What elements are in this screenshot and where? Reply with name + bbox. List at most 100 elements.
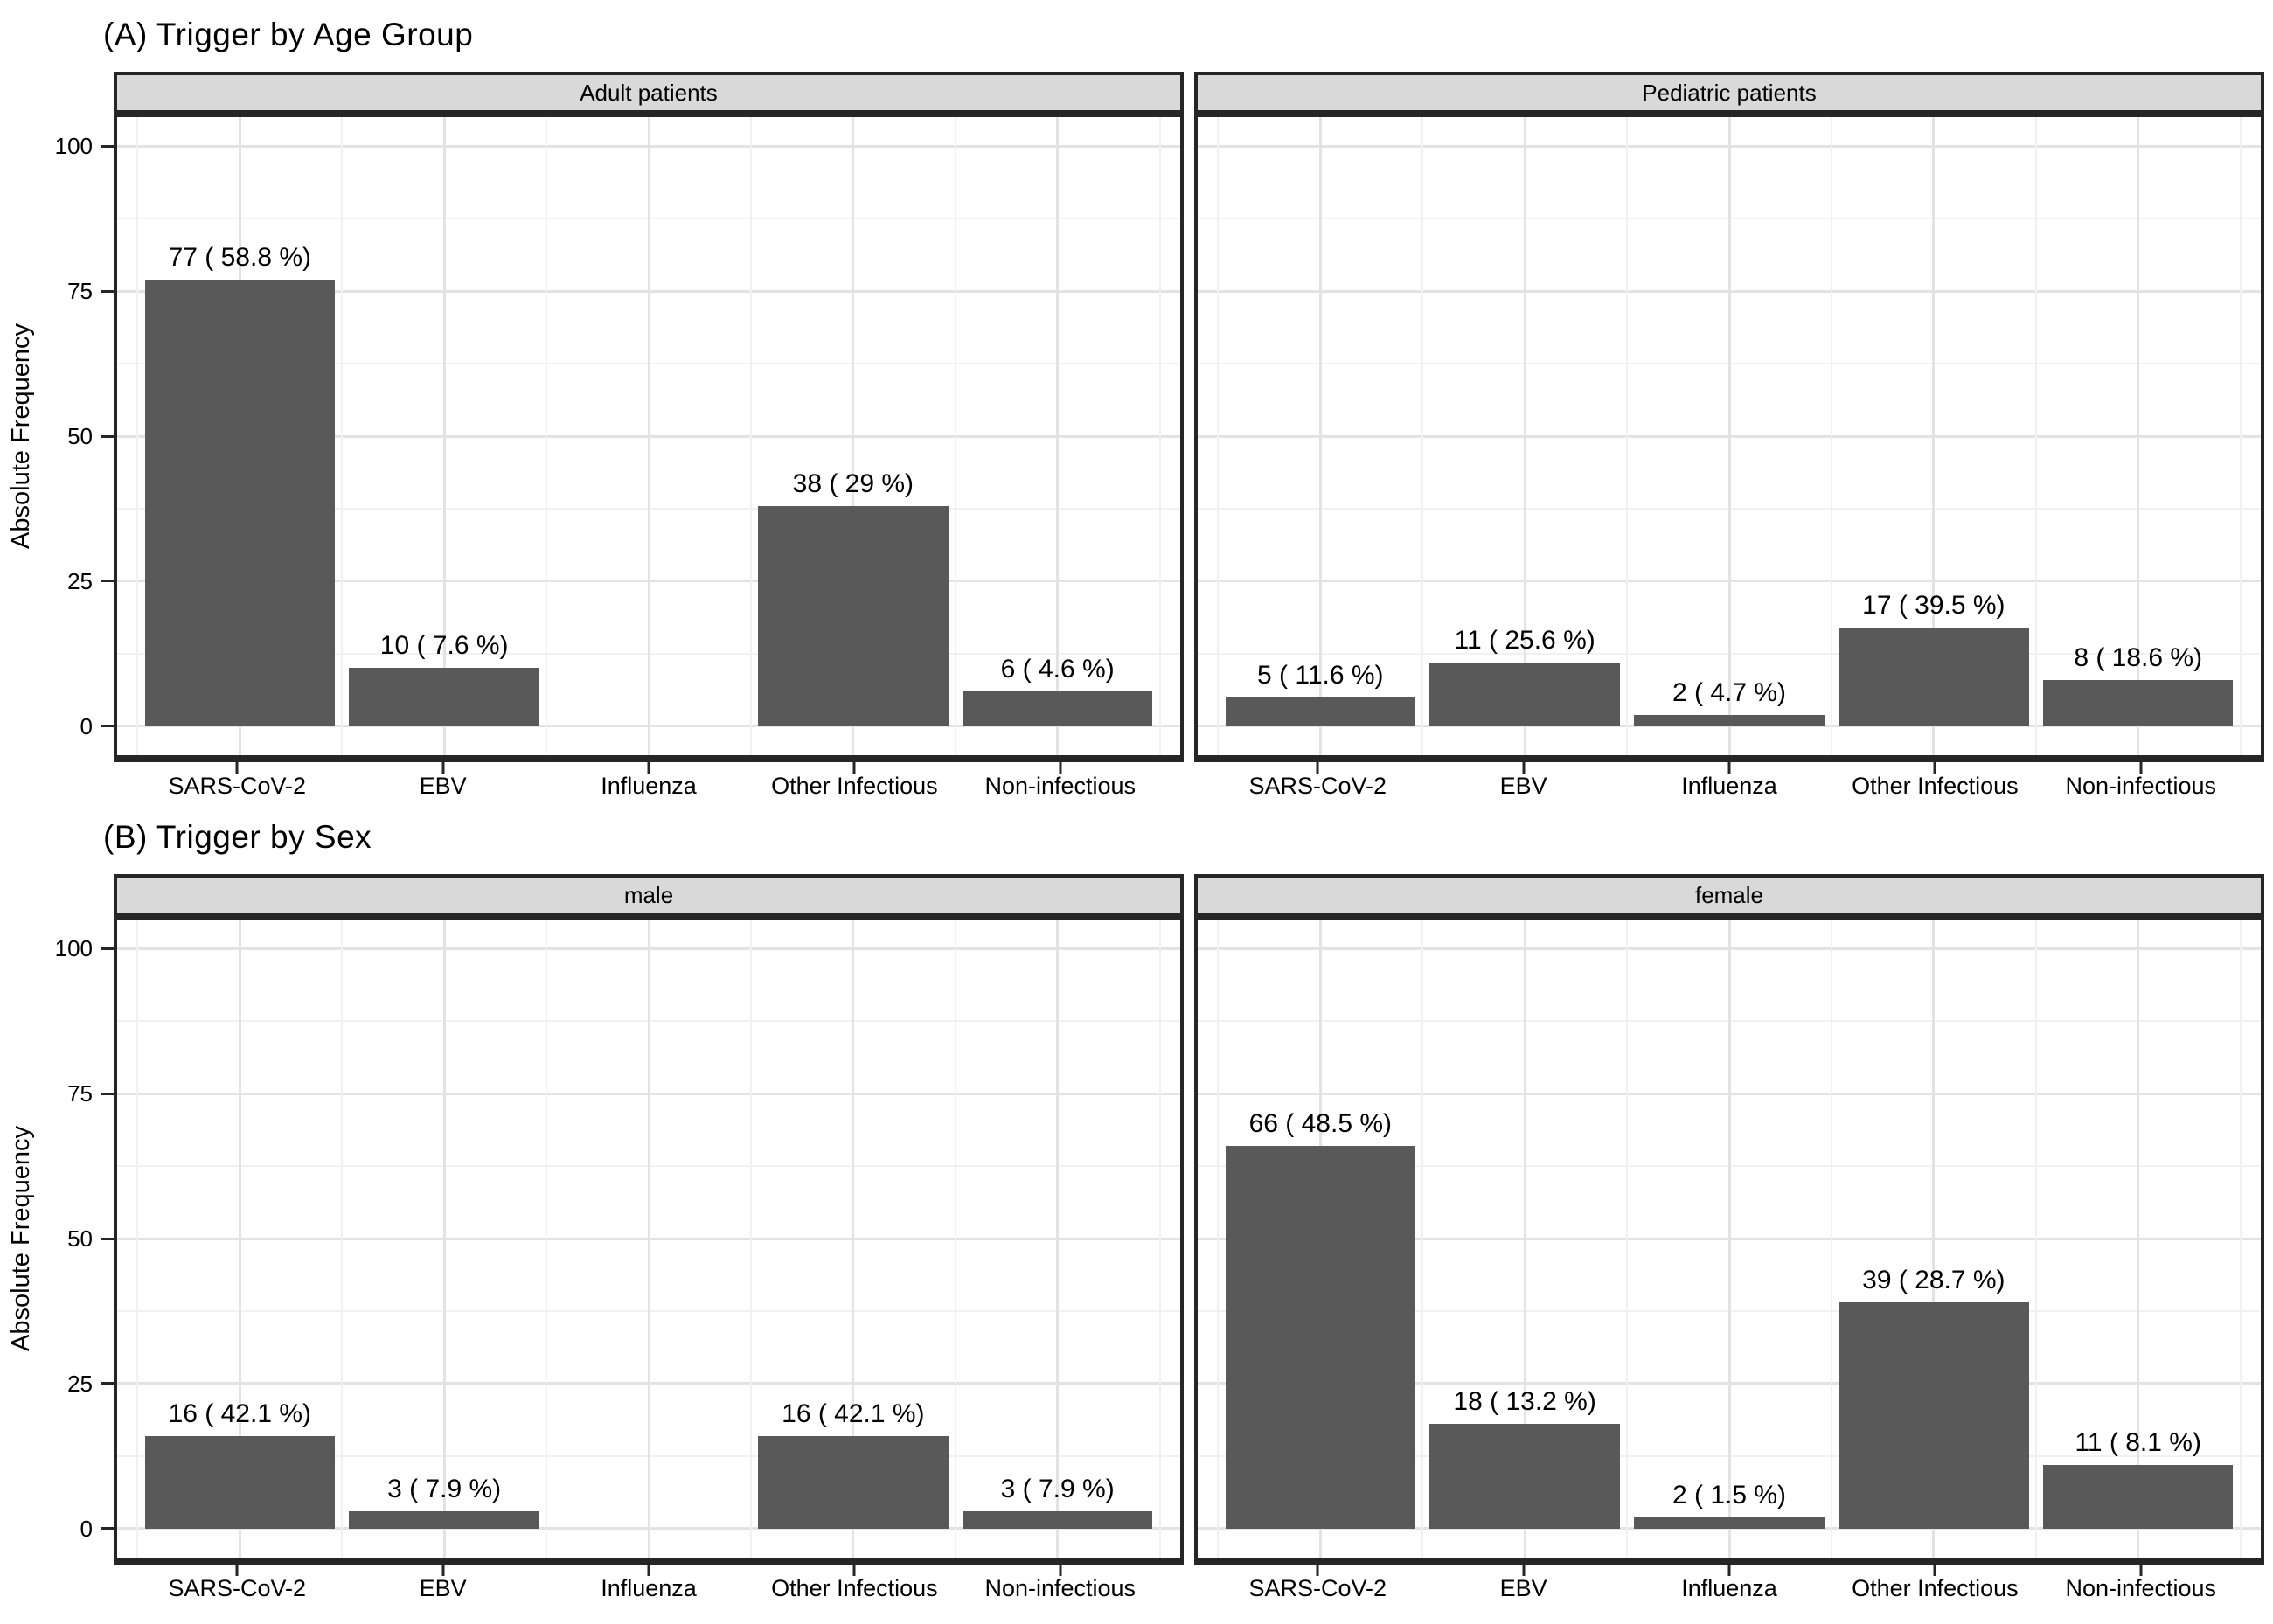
gridline-major-v bbox=[1523, 920, 1526, 1558]
x-axis-tick bbox=[235, 762, 239, 774]
gridline-minor-v bbox=[1626, 920, 1629, 1558]
x-axis-tick bbox=[1933, 1565, 1936, 1576]
x-axis-tick-label: Other Infectious bbox=[1852, 1575, 2019, 1601]
facet-adult-patients: Adult patients 77 ( 58.8 %) 10 ( 7.6 %) 38… bbox=[114, 72, 1184, 799]
bar-value-label: 10 ( 7.6 %) bbox=[379, 631, 509, 661]
x-axis-tick bbox=[1316, 1565, 1319, 1576]
x-axis-tick bbox=[1059, 1565, 1062, 1576]
bar-ebv bbox=[349, 1510, 539, 1529]
gridline-major-v bbox=[442, 920, 446, 1558]
x-axis-tick bbox=[1727, 762, 1731, 774]
bar-value-label: 6 ( 4.6 %) bbox=[1000, 655, 1115, 684]
gridline-minor-v bbox=[341, 117, 344, 755]
x-axis-tick bbox=[1059, 762, 1062, 774]
x-axis-tick-label: SARS-CoV-2 bbox=[1248, 1575, 1387, 1601]
y-axis-tick-label: 100 bbox=[54, 935, 93, 962]
gridline-minor-v bbox=[136, 920, 139, 1558]
x-axis-tick-label: Non-infectious bbox=[2065, 773, 2217, 799]
y-axis-title-a: Absolute Frequency bbox=[6, 323, 35, 549]
gridline-minor-v bbox=[2239, 117, 2242, 755]
bar-sars-cov-2 bbox=[144, 279, 336, 726]
gridline-major-v bbox=[1056, 920, 1060, 1558]
x-axis-tick-label: Influenza bbox=[1681, 1575, 1777, 1601]
plot-panel-male: 16 ( 42.1 %) 3 ( 7.9 %) 16 ( 42.1 %) 3 ( 7.… bbox=[114, 920, 1184, 1565]
x-axis-male: SARS-CoV-2 EBV Influenza Other Infectious No… bbox=[114, 1565, 1184, 1600]
x-axis-pediatric-patients: SARS-CoV-2 EBV Influenza Other Infectious No… bbox=[1194, 762, 2264, 799]
gridline-major-v bbox=[2137, 117, 2140, 755]
section-trigger-by-age-group: (A) Trigger by Age Group Absolute Freque… bbox=[0, 12, 2273, 799]
x-axis-tick bbox=[1316, 762, 1319, 774]
bar-value-label: 17 ( 39.5 %) bbox=[1862, 591, 2005, 620]
bar-value-label: 66 ( 48.5 %) bbox=[1248, 1108, 1393, 1138]
gridline-minor-v bbox=[546, 920, 548, 1558]
x-axis-tick-label: Non-infectious bbox=[984, 773, 1136, 799]
facet-pediatric-patients: Pediatric patients 5 ( 11.6 %) 11 ( 25.6 … bbox=[1194, 72, 2264, 799]
y-axis-tick bbox=[101, 1237, 114, 1240]
facet-strip-female: female bbox=[1194, 874, 2264, 920]
y-axis-tick bbox=[101, 1092, 114, 1095]
bar-other-infectious bbox=[1839, 628, 2029, 726]
x-axis-tick-label: Non-infectious bbox=[2065, 1575, 2217, 1601]
y-axis-tick-label: 100 bbox=[54, 133, 93, 160]
bar-value-label: 16 ( 42.1 %) bbox=[782, 1398, 925, 1428]
bar-value-label: 8 ( 18.6 %) bbox=[2074, 642, 2203, 672]
section-a-chart-row: Absolute Frequency 0 25 50 75 100 Adult pati… bbox=[0, 72, 2273, 799]
y-axis-b: Absolute Frequency 0 25 50 75 100 bbox=[0, 874, 114, 1593]
bar-influenza bbox=[1634, 1516, 1825, 1529]
section-b-chart-row: Absolute Frequency 0 25 50 75 100 male 16 ( … bbox=[0, 874, 2273, 1600]
y-axis-a: Absolute Frequency 0 25 50 75 100 bbox=[0, 72, 114, 790]
bar-ebv bbox=[349, 668, 539, 726]
y-axis-tick bbox=[101, 947, 114, 950]
y-axis-tick bbox=[101, 580, 114, 583]
gridline-minor-v bbox=[1217, 920, 1220, 1558]
x-axis-adult-patients: SARS-CoV-2 EBV Influenza Other Infectious No… bbox=[114, 762, 1184, 799]
gridline-minor-v bbox=[954, 117, 956, 755]
gridline-major-v bbox=[1318, 117, 1322, 755]
x-axis-tick-label: Influenza bbox=[601, 1575, 697, 1601]
y-axis-tick-label: 75 bbox=[67, 278, 93, 305]
x-axis-female: SARS-CoV-2 EBV Influenza Other Infectious No… bbox=[1194, 1565, 2264, 1600]
x-axis-tick-label: SARS-CoV-2 bbox=[168, 1575, 306, 1601]
bar-value-label: 2 ( 4.7 %) bbox=[1672, 677, 1787, 707]
gridline-major-v bbox=[238, 920, 241, 1558]
gridline-minor-v bbox=[1217, 117, 1220, 755]
y-axis-tick-label: 50 bbox=[67, 1225, 93, 1252]
gridline-major-v bbox=[1727, 117, 1731, 755]
facet-strip-male: male bbox=[114, 874, 1184, 920]
bar-non-infectious bbox=[2042, 1464, 2234, 1529]
y-axis-tick-label: 50 bbox=[67, 423, 93, 449]
gridline-major-v bbox=[2137, 920, 2140, 1558]
y-axis-tick bbox=[101, 434, 114, 438]
gridline-minor-v bbox=[1421, 920, 1424, 1558]
x-axis-tick-label: Influenza bbox=[601, 773, 697, 799]
y-axis-tick-label: 25 bbox=[67, 1370, 93, 1397]
facet-male: male 16 ( 42.1 %) 3 ( 7.9 %) 16 ( 42.1 %) 3… bbox=[114, 874, 1184, 1600]
x-axis-tick-label: Non-infectious bbox=[984, 1575, 1136, 1601]
plot-panel-adult-patients: 77 ( 58.8 %) 10 ( 7.6 %) 38 ( 29 %) 6 ( 4.6… bbox=[114, 117, 1184, 762]
y-axis-tick bbox=[101, 1382, 114, 1385]
bar-value-label: 5 ( 11.6 %) bbox=[1257, 660, 1384, 690]
y-axis-tick bbox=[101, 725, 114, 728]
gridline-minor-v bbox=[546, 117, 548, 755]
y-axis-tick-label: 0 bbox=[80, 712, 93, 739]
bar-value-label: 2 ( 1.5 %) bbox=[1672, 1480, 1787, 1509]
gridline-minor-v bbox=[1830, 920, 1832, 1558]
gridline-minor-v bbox=[2239, 920, 2242, 1558]
y-axis-tick bbox=[101, 1527, 114, 1530]
bar-value-label: 3 ( 7.9 %) bbox=[387, 1474, 502, 1503]
section-a-title: (A) Trigger by Age Group bbox=[103, 17, 474, 52]
gridline-minor-v bbox=[1626, 117, 1629, 755]
y-axis-tick-label: 75 bbox=[67, 1080, 93, 1107]
y-axis-tick bbox=[101, 144, 114, 148]
section-trigger-by-sex: (B) Trigger by Sex Absolute Frequency 0 2… bbox=[0, 815, 2273, 1600]
x-axis-tick bbox=[235, 1565, 239, 1576]
x-axis-tick-label: Influenza bbox=[1681, 773, 1777, 799]
x-axis-tick-label: Other Infectious bbox=[1852, 773, 2019, 799]
bar-non-infectious bbox=[2042, 679, 2234, 726]
bar-sars-cov-2 bbox=[144, 1435, 336, 1529]
x-axis-tick-label: EBV bbox=[1499, 773, 1547, 799]
x-axis-tick-label: EBV bbox=[1499, 1575, 1547, 1601]
bar-value-label: 38 ( 29 %) bbox=[792, 468, 914, 498]
bar-other-infectious bbox=[758, 505, 949, 726]
bar-value-label: 18 ( 13.2 %) bbox=[1453, 1387, 1596, 1417]
